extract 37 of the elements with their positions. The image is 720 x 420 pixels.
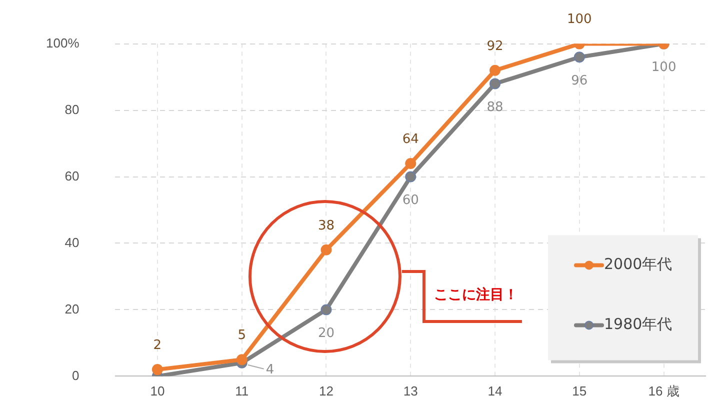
point — [405, 158, 416, 169]
data-label: 2 — [153, 338, 162, 353]
point — [152, 364, 163, 376]
data-label: 88 — [486, 100, 504, 116]
x-tick-label: 12 — [318, 384, 334, 399]
data-label: 100 — [566, 12, 592, 28]
data-label: 100 — [651, 60, 676, 76]
point — [574, 52, 585, 63]
data-label: 38 — [318, 218, 335, 234]
x-tick-label: 11 — [235, 384, 249, 399]
data-label: 60 — [402, 193, 419, 208]
y-tick-label: 100% — [46, 35, 80, 50]
x-tick-label: 16 歳 — [648, 384, 680, 399]
x-tick-label: 13 — [403, 384, 418, 399]
y-tick-label: 40 — [64, 234, 80, 250]
x-tick-label: 15 — [572, 384, 587, 399]
y-tick-label: 20 — [64, 301, 80, 316]
data-label: 5 — [238, 328, 246, 343]
data-label: 20 — [318, 326, 335, 342]
legend-label: 2000年代 — [604, 255, 672, 274]
data-label: 92 — [486, 38, 504, 54]
point — [405, 171, 416, 182]
point — [320, 244, 332, 256]
data-label: 96 — [571, 73, 588, 88]
y-tick-label: 0 — [72, 368, 80, 383]
x-tick-label: 14 — [488, 384, 502, 399]
y-tick-label: 60 — [64, 168, 80, 184]
point — [490, 78, 501, 90]
annotation: ここに注目！ — [434, 286, 518, 304]
data-label: 64 — [402, 132, 419, 147]
x-tick-label: 10 — [150, 384, 165, 399]
point — [320, 304, 332, 316]
point — [236, 354, 248, 366]
point — [490, 64, 501, 76]
data-label: 4 — [266, 362, 274, 378]
y-tick-label: 80 — [64, 102, 80, 117]
legend-label: 1980年代 — [604, 315, 672, 334]
